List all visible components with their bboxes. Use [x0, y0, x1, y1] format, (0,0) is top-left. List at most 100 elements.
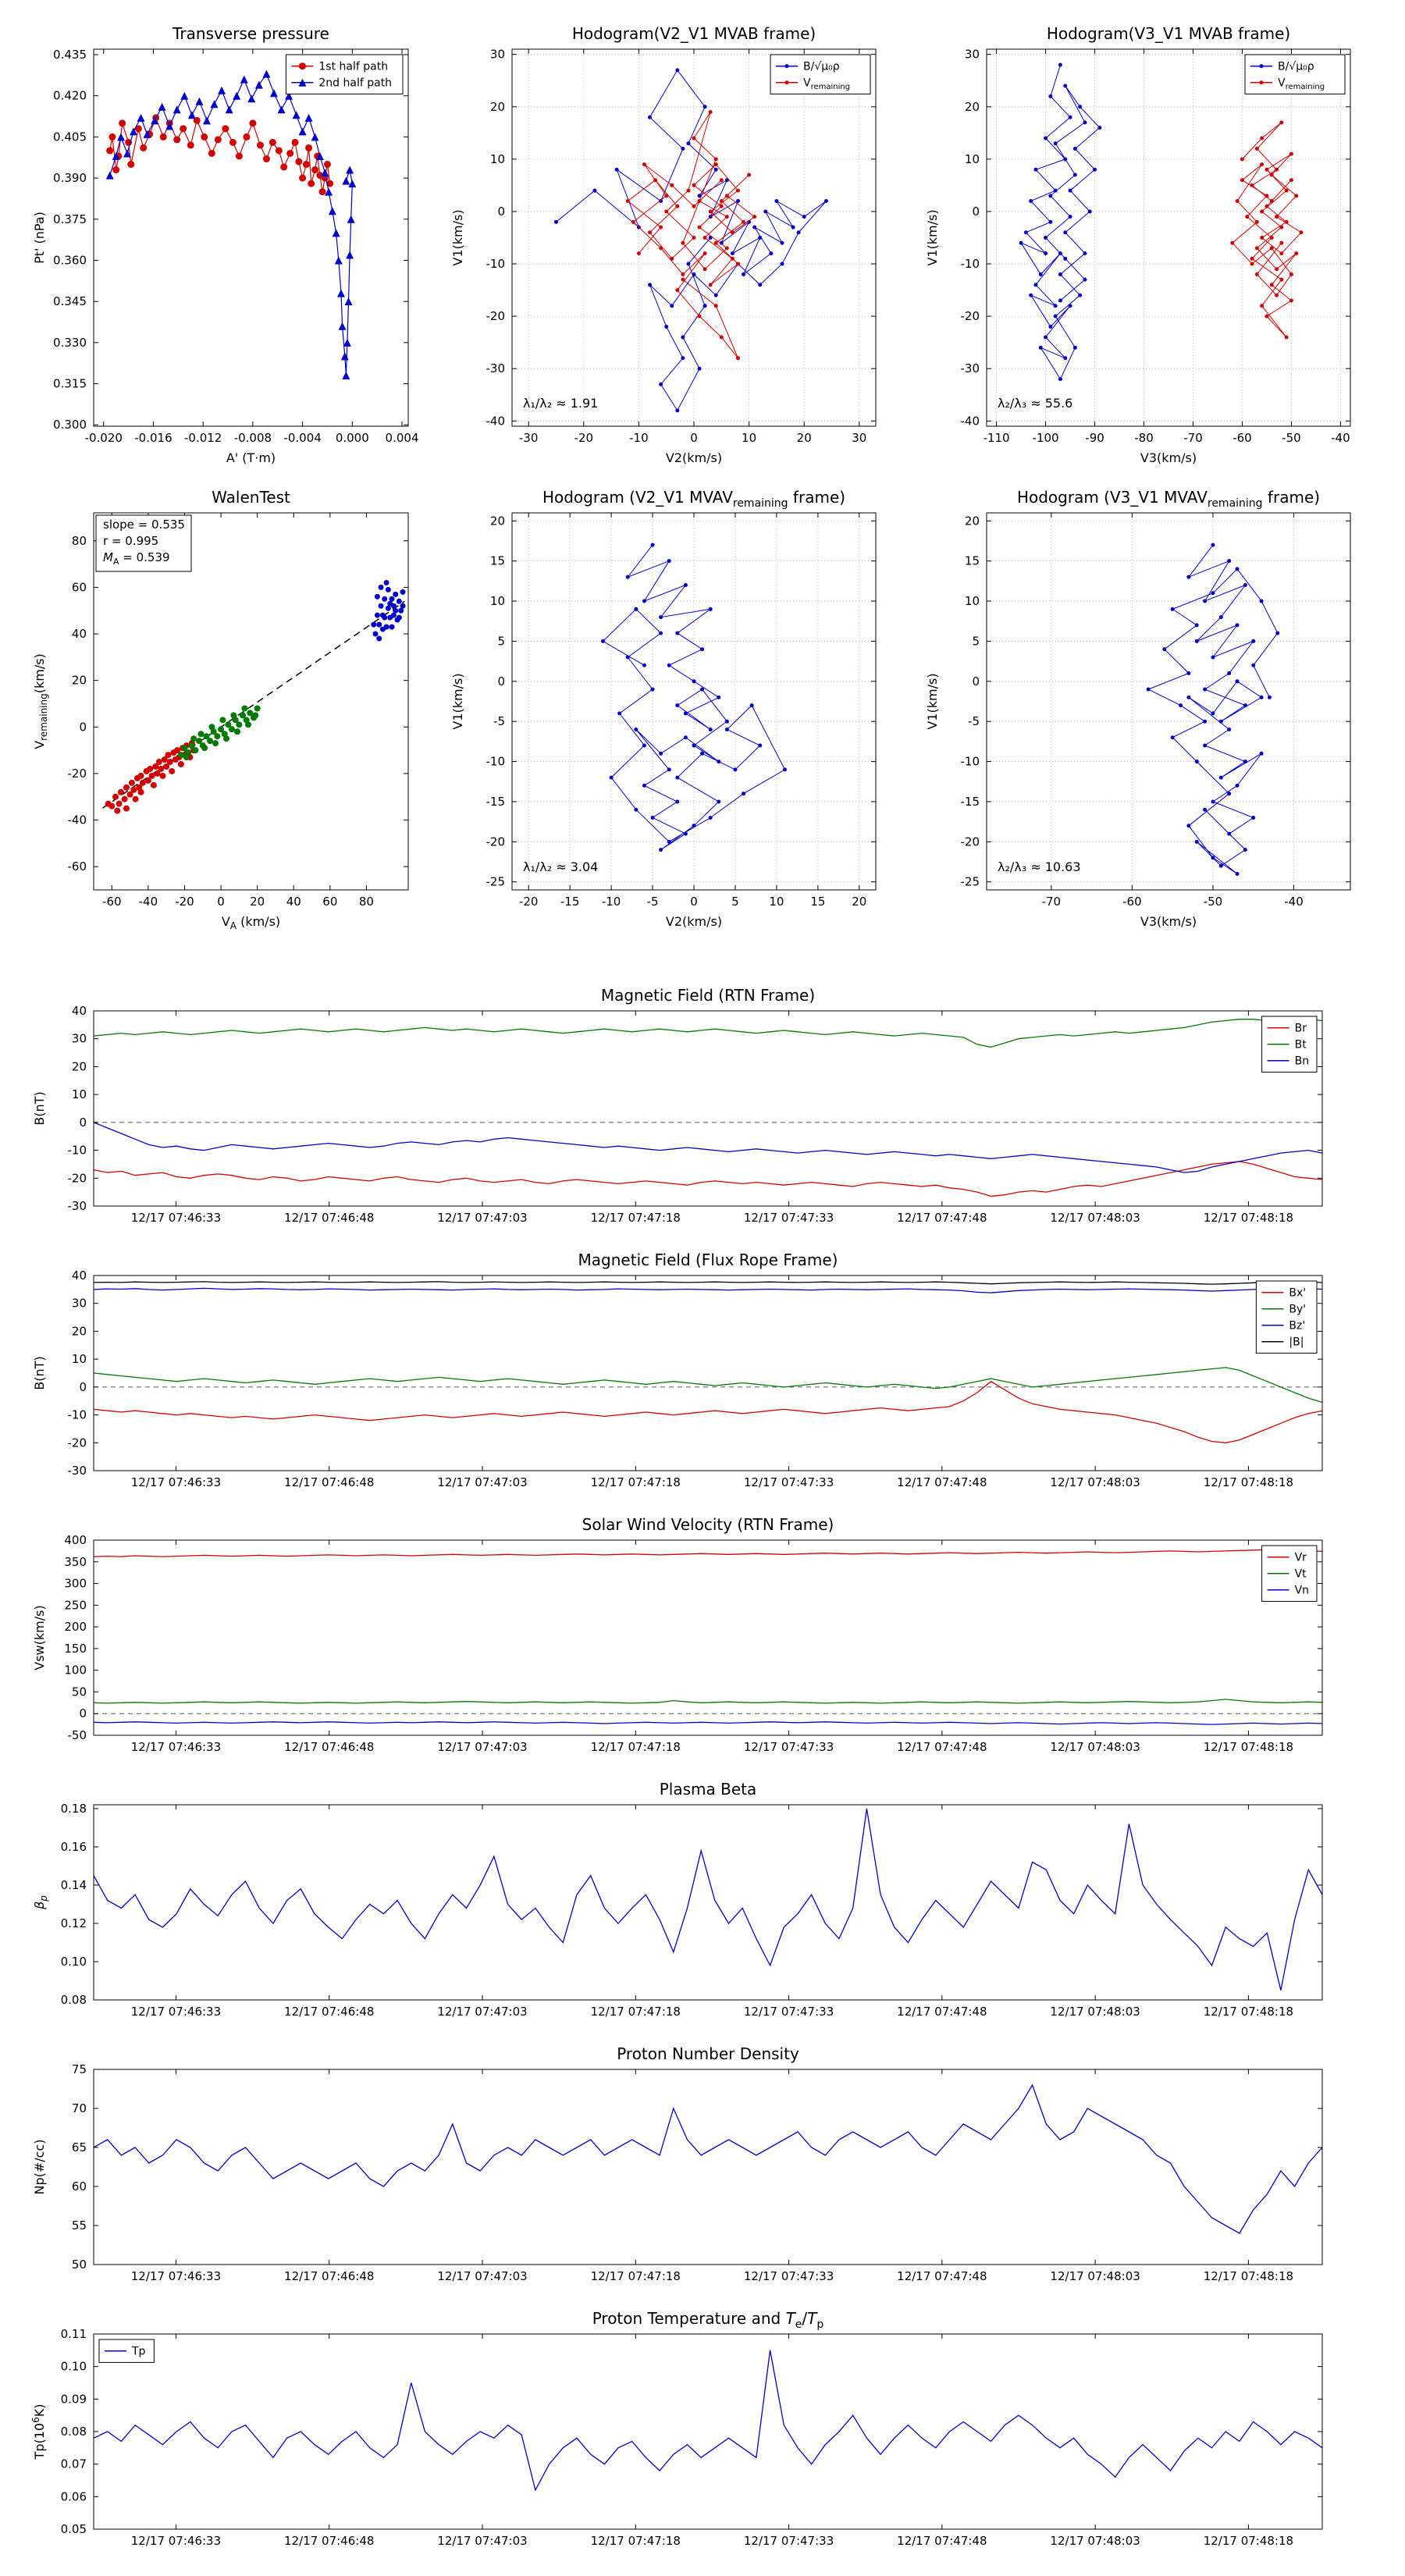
- svg-text:12/17 07:47:33: 12/17 07:47:33: [744, 2005, 834, 2019]
- svg-text:12/17 07:47:03: 12/17 07:47:03: [437, 2005, 527, 2019]
- svg-text:20: 20: [250, 895, 265, 909]
- svg-text:70: 70: [72, 2101, 87, 2115]
- svg-text:0.315: 0.315: [53, 377, 87, 391]
- svg-text:0: 0: [497, 674, 505, 688]
- svg-text:-10: -10: [486, 257, 506, 271]
- svg-text:30: 30: [72, 1297, 87, 1311]
- svg-text:30: 30: [965, 48, 980, 62]
- svg-text:-60: -60: [1122, 895, 1142, 909]
- svg-text:15: 15: [965, 554, 980, 568]
- svg-text:-20: -20: [486, 309, 506, 323]
- svg-text:V1(km/s): V1(km/s): [450, 673, 465, 729]
- svg-text:10: 10: [72, 1352, 87, 1366]
- svg-text:400: 400: [64, 1533, 87, 1547]
- svg-text:V1(km/s): V1(km/s): [450, 209, 465, 265]
- svg-text:λ₁/λ₂ ≈ 3.04: λ₁/λ₂ ≈ 3.04: [523, 859, 598, 874]
- svg-text:12/17 07:47:18: 12/17 07:47:18: [591, 1475, 681, 1489]
- svg-text:12/17 07:47:03: 12/17 07:47:03: [437, 1211, 527, 1225]
- svg-text:λ₂/λ₃ ≈ 55.6: λ₂/λ₃ ≈ 55.6: [998, 396, 1072, 411]
- svg-text:λ₂/λ₃ ≈ 10.63: λ₂/λ₃ ≈ 10.63: [998, 859, 1081, 874]
- svg-text:Br: Br: [1295, 1023, 1307, 1035]
- chart-mag-rtn: 12/17 07:46:33 12/17 07:46:48 12/17 07:47:…: [32, 986, 1323, 1225]
- svg-text:0.375: 0.375: [53, 212, 87, 226]
- svg-text:0: 0: [79, 1380, 87, 1394]
- svg-text:12/17 07:48:03: 12/17 07:48:03: [1050, 2005, 1140, 2019]
- svg-text:-110: -110: [984, 431, 1010, 445]
- svg-text:Vt: Vt: [1295, 1568, 1307, 1581]
- svg-text:Vn: Vn: [1295, 1585, 1309, 1597]
- svg-text:|B|: |B|: [1289, 1336, 1304, 1349]
- svg-text:-60: -60: [102, 895, 122, 909]
- svg-text:300: 300: [64, 1577, 87, 1591]
- svg-text:-20: -20: [961, 834, 980, 849]
- chart-hodogram-v2v1-mvab: -30 -20 -10 0 10 20 30 -40 -30 -20 -10 0 10 20 30 Hodog…: [450, 24, 877, 465]
- svg-text:12/17 07:47:18: 12/17 07:47:18: [591, 2534, 681, 2548]
- chart-proton-temperature: 12/17 07:46:33 12/17 07:46:48 12/17 07:47:…: [30, 2309, 1323, 2548]
- svg-text:-0.020: -0.020: [85, 431, 123, 445]
- svg-text:0: 0: [497, 205, 505, 219]
- svg-text:-20: -20: [519, 895, 539, 909]
- svg-text:20: 20: [852, 895, 866, 909]
- svg-text:Vremaining: Vremaining: [803, 77, 850, 92]
- svg-text:12/17 07:47:48: 12/17 07:47:48: [897, 2269, 987, 2283]
- svg-text:0: 0: [690, 895, 698, 909]
- svg-text:Tp: Tp: [131, 2346, 146, 2358]
- svg-text:12/17 07:47:48: 12/17 07:47:48: [897, 1475, 987, 1489]
- svg-text:0.09: 0.09: [61, 2392, 87, 2406]
- svg-text:12/17 07:48:18: 12/17 07:48:18: [1204, 1211, 1293, 1225]
- svg-text:Vremaining: Vremaining: [1278, 77, 1325, 92]
- svg-text:100: 100: [64, 1663, 87, 1678]
- svg-text:B/√μ₀ρ: B/√μ₀ρ: [1278, 61, 1314, 73]
- svg-text:5: 5: [972, 634, 980, 648]
- svg-text:Hodogram(V3_V1 MVAB frame): Hodogram(V3_V1 MVAB frame): [1047, 24, 1290, 43]
- svg-text:0: 0: [79, 720, 87, 734]
- svg-text:0: 0: [79, 1115, 87, 1130]
- svg-text:65: 65: [72, 2140, 87, 2154]
- svg-text:40: 40: [72, 1004, 87, 1018]
- svg-text:60: 60: [72, 580, 87, 594]
- svg-text:12/17 07:48:18: 12/17 07:48:18: [1204, 1475, 1293, 1489]
- svg-text:-10: -10: [68, 1144, 87, 1158]
- svg-text:-80: -80: [1134, 431, 1154, 445]
- svg-text:12/17 07:47:33: 12/17 07:47:33: [744, 2534, 834, 2548]
- svg-text:12/17 07:48:03: 12/17 07:48:03: [1050, 1740, 1140, 1754]
- svg-text:λ₁/λ₂ ≈ 1.91: λ₁/λ₂ ≈ 1.91: [523, 396, 598, 411]
- svg-text:12/17 07:46:33: 12/17 07:46:33: [131, 1475, 221, 1489]
- svg-text:MA = 0.539: MA = 0.539: [103, 550, 170, 567]
- svg-text:20: 20: [965, 100, 980, 114]
- svg-text:0.390: 0.390: [53, 171, 87, 185]
- svg-text:Hodogram(V2_V1 MVAB frame): Hodogram(V2_V1 MVAB frame): [572, 24, 816, 43]
- svg-text:55: 55: [72, 2218, 87, 2233]
- svg-text:12/17 07:46:48: 12/17 07:46:48: [284, 2005, 374, 2019]
- svg-text:-90: -90: [1085, 431, 1104, 445]
- svg-text:V3(km/s): V3(km/s): [1140, 450, 1197, 465]
- svg-text:350: 350: [64, 1555, 87, 1569]
- svg-text:5: 5: [497, 634, 505, 648]
- svg-text:20: 20: [797, 431, 812, 445]
- svg-text:2nd half path: 2nd half path: [318, 77, 392, 90]
- svg-text:-30: -30: [68, 1199, 87, 1213]
- svg-text:0.300: 0.300: [53, 418, 87, 432]
- svg-text:12/17 07:46:48: 12/17 07:46:48: [284, 1475, 374, 1489]
- svg-text:12/17 07:46:48: 12/17 07:46:48: [284, 2534, 374, 2548]
- svg-text:12/17 07:48:03: 12/17 07:48:03: [1050, 2534, 1140, 2548]
- svg-text:-5: -5: [493, 714, 505, 728]
- svg-text:12/17 07:47:48: 12/17 07:47:48: [897, 2005, 987, 2019]
- svg-text:12/17 07:48:18: 12/17 07:48:18: [1204, 2534, 1293, 2548]
- svg-text:-50: -50: [68, 1728, 87, 1742]
- chart-mag-fluxrope: 12/17 07:46:33 12/17 07:46:48 12/17 07:47:…: [32, 1251, 1323, 1489]
- svg-text:0.11: 0.11: [61, 2327, 87, 2341]
- svg-text:10: 10: [72, 1087, 87, 1101]
- svg-text:0.12: 0.12: [61, 1916, 87, 1930]
- svg-text:0.10: 0.10: [61, 1955, 87, 1969]
- svg-text:Np(#/cc): Np(#/cc): [32, 2140, 47, 2195]
- svg-text:Pt' (nPa): Pt' (nPa): [32, 212, 47, 264]
- svg-text:-10: -10: [961, 257, 980, 271]
- svg-text:10: 10: [490, 152, 505, 166]
- svg-text:0.345: 0.345: [53, 294, 87, 308]
- svg-text:-60: -60: [1232, 431, 1252, 445]
- svg-text:-30: -30: [486, 361, 506, 375]
- svg-text:B/√μ₀ρ: B/√μ₀ρ: [803, 61, 840, 73]
- svg-text:12/17 07:46:48: 12/17 07:46:48: [284, 2269, 374, 2283]
